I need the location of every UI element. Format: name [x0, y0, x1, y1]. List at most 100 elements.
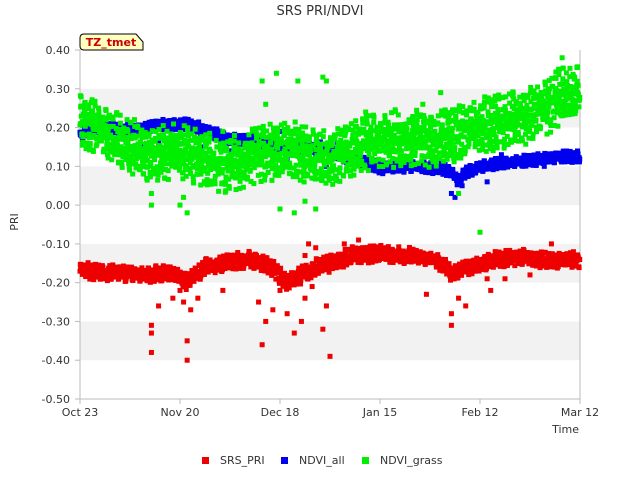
- point-NDVI_grass: [287, 171, 293, 177]
- point-NDVI_grass: [152, 135, 158, 141]
- point-NDVI_grass: [363, 113, 369, 119]
- point-SRS_PRI: [231, 262, 237, 268]
- point-NDVI_grass: [316, 157, 322, 163]
- point-NDVI_all: [180, 126, 186, 132]
- point-SRS_PRI: [167, 268, 173, 274]
- point-NDVI_all: [448, 190, 454, 196]
- point-NDVI_grass: [100, 149, 106, 155]
- point-SRS_PRI: [389, 250, 395, 256]
- point-NDVI_grass: [314, 136, 320, 142]
- point-SRS_PRI: [223, 264, 229, 270]
- point-NDVI_grass: [381, 120, 387, 126]
- point-NDVI_grass: [86, 131, 92, 137]
- point-NDVI_grass: [193, 137, 199, 143]
- point-SRS_PRI: [480, 266, 486, 272]
- point-NDVI_grass: [385, 119, 391, 125]
- point-NDVI_grass: [228, 154, 234, 160]
- point-SRS_PRI: [200, 260, 206, 266]
- point-NDVI_grass: [311, 166, 317, 172]
- point-SRS_PRI: [227, 261, 233, 267]
- point-NDVI_all: [541, 160, 547, 166]
- point-NDVI_grass: [211, 150, 217, 156]
- point-NDVI_grass: [148, 153, 154, 159]
- point-NDVI_all: [541, 163, 547, 169]
- point-NDVI_grass: [94, 141, 100, 147]
- point-NDVI_grass: [81, 120, 87, 126]
- point-NDVI_all: [156, 140, 162, 146]
- point-NDVI_grass: [298, 169, 304, 175]
- point-NDVI_grass: [242, 140, 248, 146]
- point-NDVI_grass: [144, 177, 150, 183]
- point-NDVI_grass: [314, 147, 320, 153]
- point-SRS_PRI: [349, 244, 355, 250]
- point-SRS_PRI: [251, 265, 257, 271]
- point-NDVI_grass: [368, 124, 374, 130]
- point-NDVI_grass: [248, 178, 254, 184]
- point-NDVI_all: [542, 151, 548, 157]
- point-NDVI_grass: [176, 158, 182, 164]
- point-NDVI_grass: [330, 181, 336, 187]
- point-NDVI_grass: [387, 159, 393, 165]
- point-NDVI_grass: [371, 114, 377, 120]
- point-SRS_PRI: [107, 263, 113, 269]
- point-NDVI_grass: [283, 160, 289, 166]
- point-NDVI_grass: [177, 167, 183, 173]
- point-NDVI_grass: [90, 148, 96, 154]
- point-SRS_PRI: [408, 259, 414, 265]
- point-SRS_PRI: [148, 322, 154, 328]
- point-NDVI_grass: [108, 145, 114, 151]
- point-SRS_PRI: [498, 262, 504, 268]
- point-NDVI_grass: [293, 162, 299, 168]
- point-NDVI_grass: [330, 175, 336, 181]
- point-SRS_PRI: [377, 255, 383, 261]
- point-SRS_PRI: [474, 255, 480, 261]
- point-SRS_PRI: [108, 276, 114, 282]
- point-SRS_PRI: [132, 266, 138, 272]
- point-NDVI_grass: [128, 119, 134, 125]
- point-SRS_PRI: [366, 258, 372, 264]
- point-SRS_PRI: [515, 260, 521, 266]
- point-NDVI_grass: [274, 140, 280, 146]
- point-SRS_PRI: [157, 265, 163, 271]
- point-NDVI_grass: [383, 161, 389, 167]
- point-SRS_PRI: [128, 264, 134, 270]
- point-SRS_PRI: [128, 268, 134, 274]
- point-SRS_PRI: [139, 265, 145, 271]
- point-SRS_PRI: [144, 278, 150, 284]
- point-NDVI_grass: [110, 123, 116, 129]
- point-NDVI_grass: [292, 137, 298, 143]
- point-SRS_PRI: [370, 245, 376, 251]
- point-NDVI_grass: [268, 132, 274, 138]
- point-NDVI_grass: [127, 153, 133, 159]
- point-NDVI_grass: [358, 148, 364, 154]
- point-NDVI_grass: [371, 119, 377, 125]
- point-NDVI_grass: [81, 132, 87, 138]
- point-NDVI_grass: [390, 155, 396, 161]
- point-SRS_PRI: [303, 262, 309, 268]
- point-NDVI_grass: [310, 143, 316, 149]
- point-NDVI_grass: [167, 148, 173, 154]
- point-SRS_PRI: [451, 276, 457, 282]
- point-SRS_PRI: [118, 267, 124, 273]
- point-NDVI_grass: [227, 151, 233, 157]
- point-SRS_PRI: [548, 241, 554, 247]
- point-NDVI_grass: [305, 173, 311, 179]
- point-SRS_PRI: [549, 251, 555, 257]
- point-NDVI_grass: [156, 132, 162, 138]
- point-NDVI_all: [480, 168, 486, 174]
- point-NDVI_grass: [256, 144, 262, 150]
- point-NDVI_grass: [163, 135, 169, 141]
- point-NDVI_grass: [263, 134, 269, 140]
- point-NDVI_grass: [185, 125, 191, 131]
- point-NDVI_grass: [299, 140, 305, 146]
- point-NDVI_grass: [300, 151, 306, 157]
- point-SRS_PRI: [270, 261, 276, 267]
- point-SRS_PRI: [340, 264, 346, 270]
- point-NDVI_grass: [338, 137, 344, 143]
- point-NDVI_grass: [343, 139, 349, 145]
- point-NDVI_grass: [198, 182, 204, 188]
- point-SRS_PRI: [535, 252, 541, 258]
- point-SRS_PRI: [216, 266, 222, 272]
- point-NDVI_grass: [182, 167, 188, 173]
- point-SRS_PRI: [160, 263, 166, 269]
